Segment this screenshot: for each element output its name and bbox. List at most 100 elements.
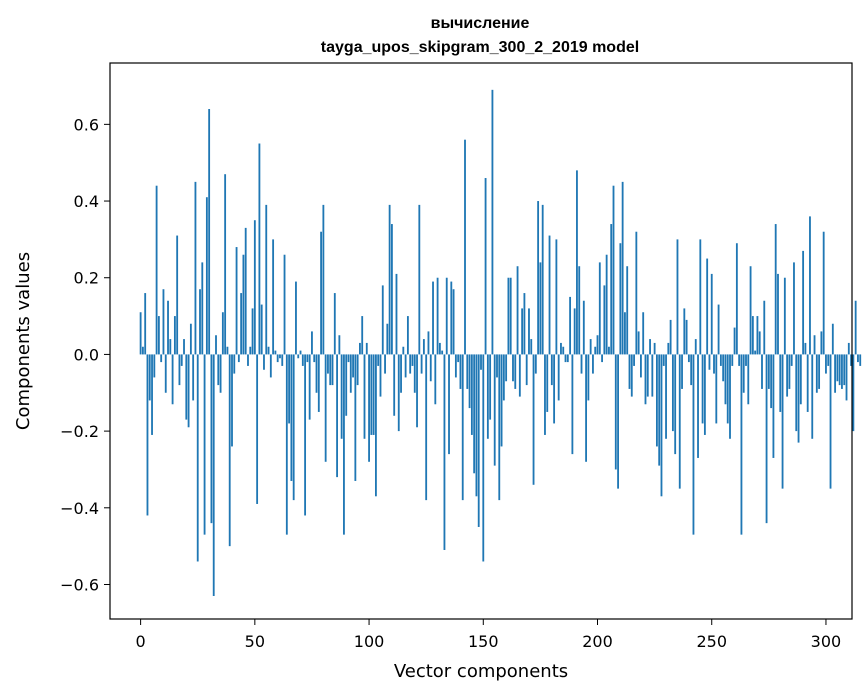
bar-254 bbox=[719, 354, 722, 366]
bar-214 bbox=[628, 354, 631, 389]
bar-15 bbox=[173, 316, 176, 355]
bar-286 bbox=[793, 262, 795, 355]
bar-305 bbox=[836, 354, 839, 382]
bar-298 bbox=[820, 331, 823, 355]
x-tick-label: 250 bbox=[696, 632, 727, 651]
bar-166 bbox=[518, 354, 521, 397]
bar-297 bbox=[818, 354, 821, 389]
bar-314 bbox=[857, 354, 859, 363]
bar-182 bbox=[555, 239, 558, 355]
y-axis-ticks: −0.6 −0.4 −0.2 0.0 0.2 0.4 0.6 bbox=[60, 115, 110, 594]
bar-75 bbox=[311, 331, 313, 355]
bar-134 bbox=[445, 277, 448, 355]
bar-19 bbox=[183, 339, 185, 355]
bar-31 bbox=[210, 354, 213, 524]
bar-292 bbox=[806, 354, 809, 412]
bar-184 bbox=[560, 342, 562, 355]
bar-302 bbox=[829, 354, 832, 489]
bar-248 bbox=[706, 258, 709, 355]
x-tick-label: 300 bbox=[811, 632, 842, 651]
bar-257 bbox=[726, 354, 729, 424]
bar-277 bbox=[772, 354, 775, 458]
bar-245 bbox=[699, 239, 702, 355]
bar-49 bbox=[251, 308, 254, 355]
bar-95 bbox=[356, 354, 359, 386]
bar-119 bbox=[411, 354, 414, 366]
bar-255 bbox=[722, 354, 725, 382]
bar-38 bbox=[226, 346, 229, 355]
bar-51 bbox=[256, 354, 259, 504]
bar-190 bbox=[573, 308, 576, 355]
bar-90 bbox=[345, 354, 348, 416]
bar-169 bbox=[525, 354, 528, 386]
bar-94 bbox=[354, 354, 357, 481]
bar-155 bbox=[493, 354, 496, 466]
bar-101 bbox=[370, 354, 373, 435]
bar-116 bbox=[404, 354, 407, 378]
bar-201 bbox=[598, 262, 601, 355]
bar-45 bbox=[242, 254, 245, 355]
bar-253 bbox=[717, 304, 720, 355]
bar-215 bbox=[630, 354, 633, 397]
bar-152 bbox=[486, 354, 489, 439]
bar-269 bbox=[754, 350, 757, 355]
bar-262 bbox=[738, 354, 741, 366]
bar-246 bbox=[701, 354, 704, 424]
bar-315 bbox=[859, 354, 862, 366]
y-tick-label: −0.6 bbox=[60, 575, 99, 594]
bar-228 bbox=[660, 354, 663, 497]
bar-158 bbox=[500, 354, 503, 447]
bar-266 bbox=[747, 354, 750, 405]
bar-39 bbox=[228, 354, 231, 547]
bar-97 bbox=[361, 316, 364, 355]
bar-256 bbox=[724, 354, 727, 405]
bar-294 bbox=[811, 354, 814, 439]
bar-238 bbox=[683, 308, 686, 355]
bar-299 bbox=[822, 231, 825, 355]
chart-title: вычисление bbox=[431, 15, 530, 32]
bar-37 bbox=[224, 174, 227, 355]
bar-250 bbox=[710, 273, 713, 355]
bar-264 bbox=[742, 354, 745, 393]
bar-111 bbox=[393, 354, 396, 416]
bar-62 bbox=[281, 354, 284, 366]
bars bbox=[139, 89, 862, 596]
bar-293 bbox=[809, 216, 811, 355]
bar-202 bbox=[601, 354, 603, 363]
bar-126 bbox=[427, 331, 430, 355]
bar-100 bbox=[368, 354, 370, 462]
bar-191 bbox=[576, 170, 578, 355]
bar-64 bbox=[285, 354, 288, 535]
bar-57 bbox=[269, 354, 272, 378]
bar-272 bbox=[761, 354, 763, 389]
bar-287 bbox=[795, 354, 798, 432]
bar-115 bbox=[402, 346, 405, 355]
y-tick-label: −0.2 bbox=[60, 422, 99, 441]
bar-271 bbox=[758, 331, 761, 355]
bar-85 bbox=[333, 293, 336, 355]
bar-258 bbox=[729, 354, 731, 439]
bar-283 bbox=[786, 354, 789, 397]
bar-7 bbox=[155, 185, 158, 355]
bar-4 bbox=[148, 354, 151, 401]
bar-121 bbox=[416, 354, 418, 428]
bar-218 bbox=[637, 331, 640, 355]
bar-124 bbox=[422, 339, 425, 355]
bar-46 bbox=[244, 227, 247, 355]
bar-194 bbox=[582, 300, 585, 355]
bar-204 bbox=[605, 254, 608, 355]
bar-36 bbox=[221, 312, 224, 355]
bar-268 bbox=[751, 316, 754, 355]
bar-181 bbox=[553, 354, 556, 424]
bar-23 bbox=[192, 354, 195, 401]
bar-240 bbox=[687, 354, 690, 363]
bar-146 bbox=[473, 354, 476, 474]
bar-99 bbox=[365, 342, 368, 355]
bar-92 bbox=[349, 354, 352, 393]
bar-122 bbox=[418, 204, 421, 355]
x-tick-label: 150 bbox=[468, 632, 499, 651]
bar-125 bbox=[425, 354, 428, 501]
bar-106 bbox=[381, 285, 384, 355]
bar-140 bbox=[459, 354, 462, 389]
bar-86 bbox=[336, 354, 338, 478]
